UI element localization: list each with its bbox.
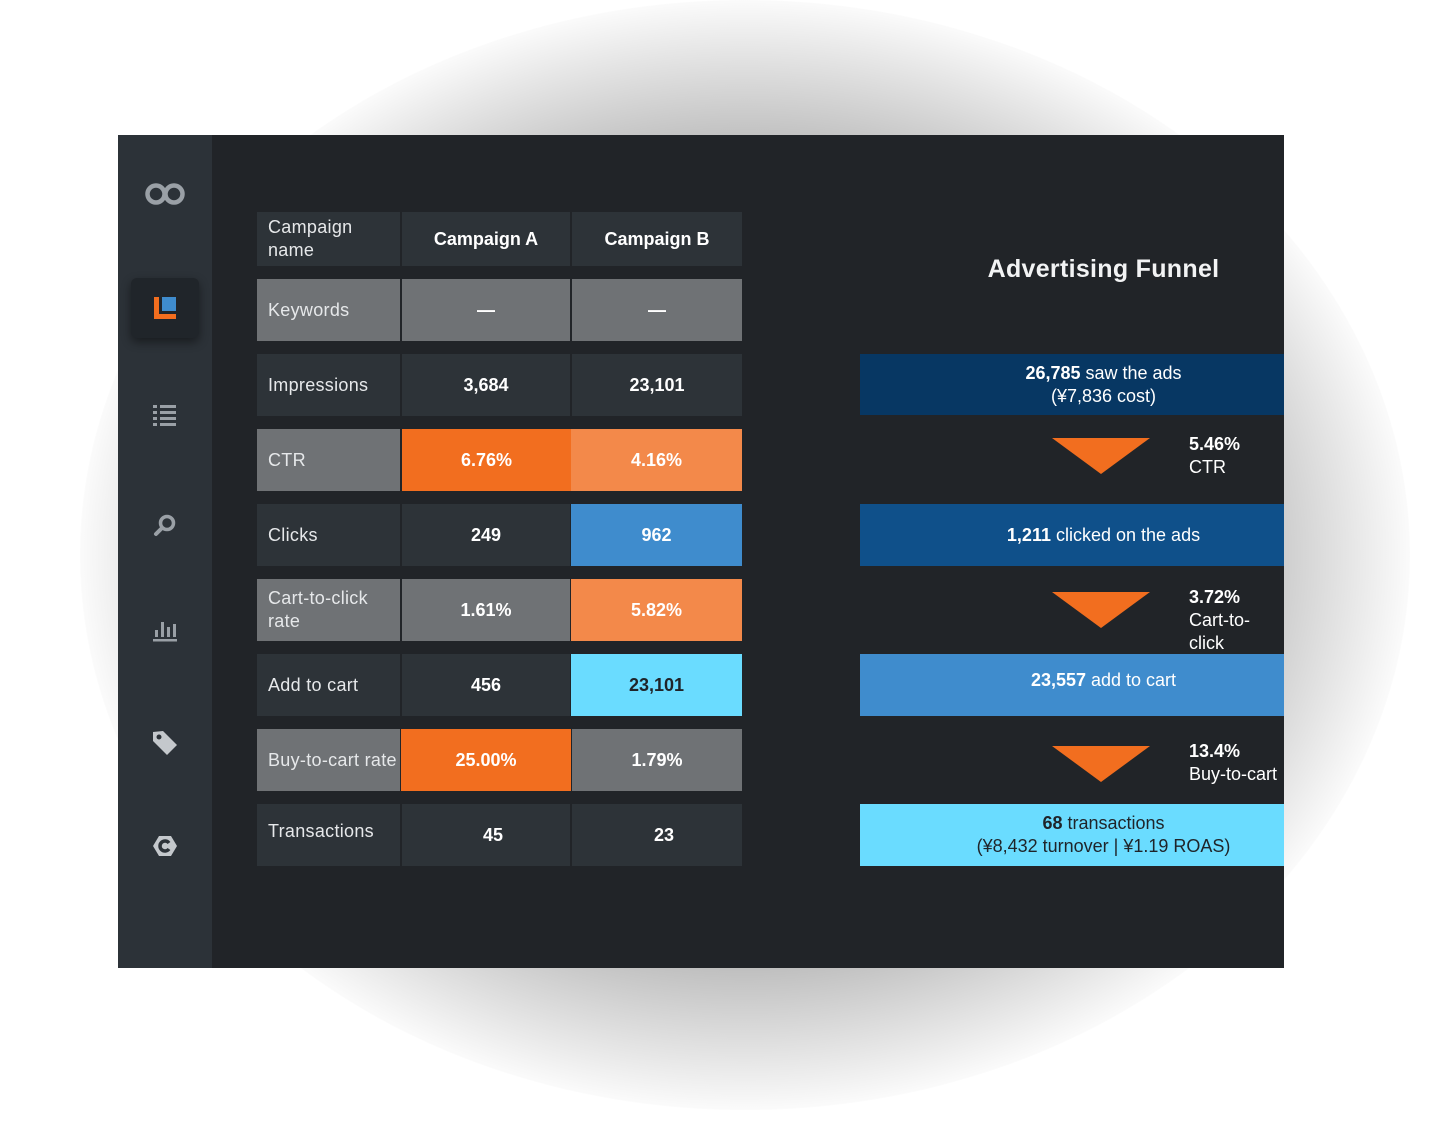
funnel-stage-text: saw the ads (1080, 362, 1182, 383)
funnel-stage-impressions: 26,785 saw the ads (¥7,836 cost) (860, 354, 1284, 415)
row-label-ctr: CTR (257, 429, 400, 491)
funnel-title: Advertising Funnel (987, 255, 1220, 283)
funnel-stage-sub: (¥8,432 turnover | ¥1.19 ROAS) (976, 836, 1231, 856)
cell-transactions-b: 23 (572, 804, 742, 866)
cell-transactions-a: 45 (402, 804, 570, 866)
cell-impressions-b: 23,101 (572, 354, 742, 416)
tag-icon[interactable] (131, 713, 199, 773)
funnel-rate-pct: 3.72% (1189, 587, 1241, 607)
search-icon[interactable] (131, 495, 199, 555)
sidebar (118, 135, 212, 968)
row-label-impressions: Impressions (257, 354, 400, 416)
funnel-rate-cart-to-click: 3.72% Cart-to-click (1189, 586, 1284, 655)
cell-cart-to-click-a: 1.61% (402, 579, 570, 641)
funnel-stage-value: 1,211 (1006, 524, 1051, 545)
funnel-rate-ctr: 5.46% CTR (1189, 433, 1240, 479)
row-label-add-to-cart: Add to cart (257, 654, 400, 716)
funnel-arrow-icon (1052, 438, 1150, 474)
funnel-arrow-icon (1052, 746, 1150, 782)
cell-cart-to-click-b: 5.82% (571, 579, 742, 641)
funnel-stage-transactions: 68 transactions (¥8,432 turnover | ¥1.19… (860, 804, 1284, 866)
funnel-stage-text: add to cart (1086, 670, 1177, 690)
funnel-stage-sub: (¥7,836 cost) (1050, 385, 1157, 406)
row-label-clicks: Clicks (257, 504, 400, 566)
cell-buy-to-cart-a: 25.00% (401, 729, 571, 791)
row-label-cart-to-click: Cart-to-click rate (257, 579, 400, 641)
funnel-rate-name: Buy-to-cart (1189, 764, 1278, 784)
funnel-rate-name: CTR (1189, 457, 1226, 477)
funnel-stage-clicks: 1,211 clicked on the ads (860, 504, 1284, 566)
cell-keywords-a: — (402, 279, 570, 341)
header-label: Campaign name (257, 212, 400, 266)
funnel-rate-pct: 5.46% (1189, 434, 1241, 454)
funnel-arrow-icon (1052, 592, 1150, 628)
funnel-stage-line: 1,211 clicked on the ads (1007, 524, 1200, 547)
funnel-stage-text: clicked on the ads (1050, 524, 1201, 545)
c-logo-icon[interactable] (131, 816, 199, 876)
header-campaign-a[interactable]: Campaign A (402, 212, 570, 266)
funnel-stage-line: 23,557 add to cart (1031, 669, 1176, 692)
cell-add-to-cart-b: 23,101 (571, 654, 742, 716)
row-label-buy-to-cart: Buy-to-cart rate (257, 729, 400, 791)
funnel-stage-line: 68 transactions (1042, 812, 1164, 835)
cell-ctr-b: 4.16% (571, 429, 742, 491)
funnel-stage-add-to-cart: 23,557 add to cart (860, 654, 1284, 716)
funnel-stage-value: 68 (1042, 813, 1063, 833)
funnel-stage-text: transactions (1062, 813, 1165, 833)
cell-clicks-a: 249 (402, 504, 570, 566)
cell-keywords-b: — (572, 279, 742, 341)
logo-link-icon[interactable] (131, 164, 199, 224)
row-label-transactions: Transactions (257, 804, 400, 866)
cell-impressions-a: 3,684 (402, 354, 570, 416)
report-icon[interactable] (131, 278, 199, 338)
cell-clicks-b: 962 (571, 504, 742, 566)
bar-chart-icon[interactable] (131, 600, 199, 660)
app-window: Campaign name Campaign A Campaign B Keyw… (118, 135, 1284, 968)
row-label-keywords: Keywords (257, 279, 400, 341)
funnel-rate-name: Cart-to-click (1189, 610, 1251, 653)
header-campaign-b[interactable]: Campaign B (572, 212, 742, 266)
funnel-stage-line: 26,785 saw the ads (1025, 362, 1181, 385)
funnel-rate-pct: 13.4% (1189, 741, 1241, 761)
cell-ctr-a: 6.76% (402, 429, 571, 491)
cell-add-to-cart-a: 456 (402, 654, 570, 716)
cell-buy-to-cart-b: 1.79% (572, 729, 742, 791)
funnel-stage-value: 23,557 (1030, 670, 1086, 690)
funnel-rate-buy-to-cart: 13.4% Buy-to-cart (1189, 740, 1277, 786)
list-icon[interactable] (131, 385, 199, 445)
funnel-stage-value: 26,785 (1025, 362, 1081, 383)
